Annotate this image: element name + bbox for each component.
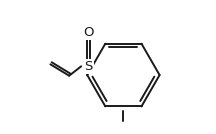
Text: O: O bbox=[83, 26, 94, 39]
Text: S: S bbox=[84, 60, 93, 73]
